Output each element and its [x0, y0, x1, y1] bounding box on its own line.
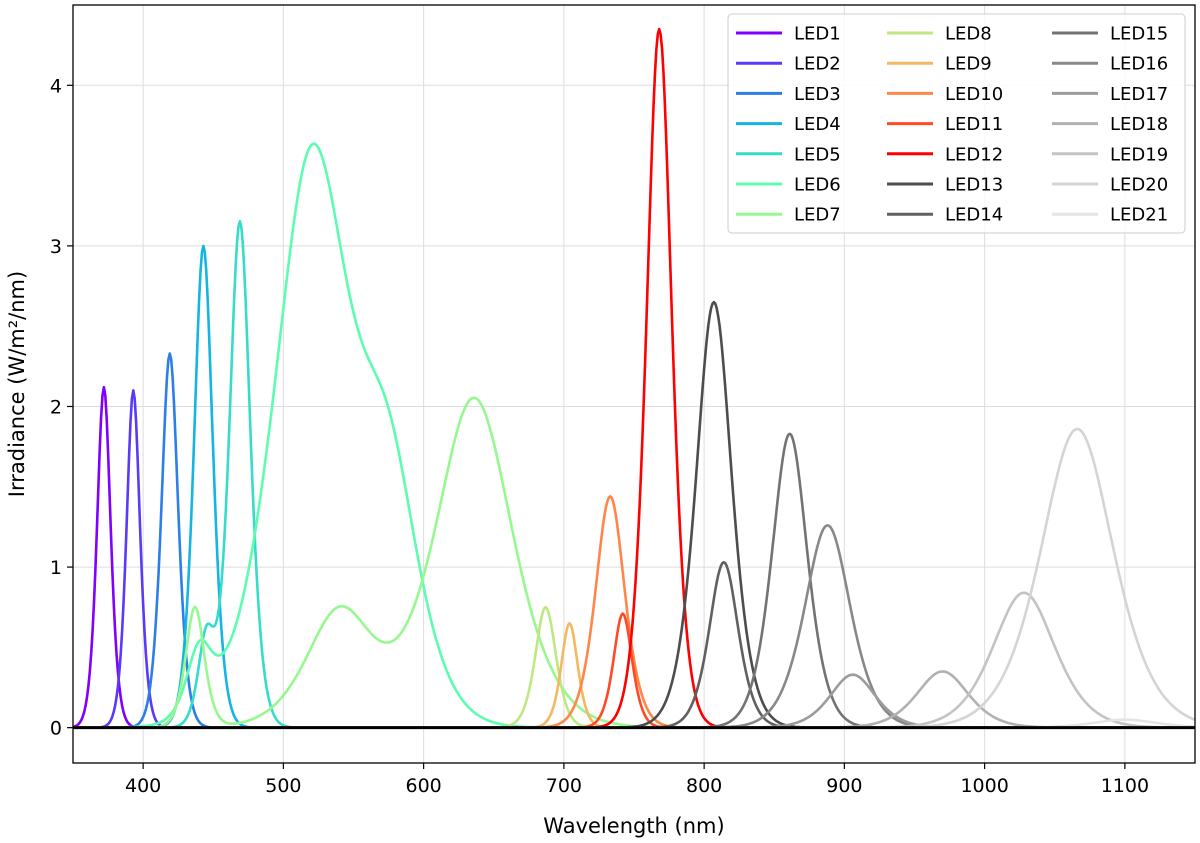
legend-entry: LED20	[1052, 175, 1168, 196]
legend-entry: LED21	[1052, 205, 1168, 226]
legend-entry: LED9	[887, 54, 992, 75]
legend-label: LED15	[1110, 24, 1168, 45]
legend-label: LED7	[794, 205, 841, 226]
legend-entry: LED7	[736, 205, 841, 226]
legend: LED1 LED2 LED3 LED4 LED5 LED6 LED7 LED8 LED9 LED1…	[727, 13, 1186, 234]
legend-label: LED1	[794, 24, 841, 45]
legend-entry: LED19	[1052, 144, 1168, 165]
y-axis-ticks: 0 1 2 3 4	[50, 75, 73, 740]
x-tick-label: 1000	[960, 775, 1008, 797]
plot-frame	[72, 4, 1196, 764]
series-line-led16	[73, 524, 1195, 729]
y-tick-label: 3	[50, 236, 62, 258]
legend-label: LED11	[945, 114, 1003, 135]
x-tick-label: 700	[546, 775, 582, 797]
x-tick-label: 500	[265, 775, 301, 797]
legend-entry: LED2	[736, 54, 841, 75]
x-tick-label: 1100	[1101, 775, 1149, 797]
legend-label: LED18	[1110, 114, 1168, 135]
x-axis-label: Wavelength (nm)	[543, 814, 724, 838]
x-tick-label: 400	[125, 775, 161, 797]
legend-label: LED8	[945, 24, 992, 45]
legend-label: LED20	[1110, 175, 1168, 196]
legend-entry: LED8	[887, 24, 992, 45]
series-line-led15	[73, 432, 1195, 729]
legend-label: LED17	[1110, 84, 1168, 105]
legend-label: LED2	[794, 54, 841, 75]
legend-label: LED6	[794, 175, 841, 196]
legend-label: LED5	[794, 144, 841, 165]
legend-label: LED16	[1110, 54, 1168, 75]
legend-entry: LED15	[1052, 24, 1168, 45]
legend-entry: LED10	[887, 84, 1003, 105]
y-tick-label: 2	[50, 396, 62, 418]
legend-label: LED21	[1110, 205, 1168, 226]
y-axis-label: Irradiance (W/m²/nm)	[5, 271, 29, 497]
x-tick-label: 600	[405, 775, 441, 797]
legend-entry: LED18	[1052, 114, 1168, 135]
legend-box	[727, 13, 1186, 234]
series-line-led11	[73, 612, 1195, 729]
legend-label: LED13	[945, 175, 1003, 196]
x-tick-label: 900	[826, 775, 862, 797]
series-line-led20	[73, 427, 1196, 729]
y-tick-label: 1	[50, 557, 62, 579]
legend-entry: LED4	[736, 114, 841, 135]
legend-label: LED19	[1110, 144, 1168, 165]
legend-entry: LED5	[736, 144, 841, 165]
x-tick-label: 800	[686, 775, 722, 797]
legend-entry: LED1	[736, 24, 841, 45]
legend-entry: LED14	[887, 205, 1003, 226]
legend-label: LED12	[945, 144, 1003, 165]
x-axis-ticks: 400 500 600 700 800 900 1000 1100	[125, 763, 1149, 797]
legend-label: LED3	[794, 84, 841, 105]
y-tick-label: 4	[50, 75, 62, 97]
legend-entry: LED13	[887, 175, 1003, 196]
series-line-led18	[73, 670, 1195, 729]
legend-label: LED9	[945, 54, 992, 75]
legend-label: LED14	[945, 205, 1003, 226]
legend-entry: LED16	[1052, 54, 1168, 75]
legend-entry: LED11	[887, 114, 1003, 135]
legend-entry: LED3	[736, 84, 841, 105]
legend-label: LED10	[945, 84, 1003, 105]
legend-entry: LED12	[887, 144, 1003, 165]
y-tick-label: 0	[50, 718, 62, 740]
legend-entry: LED17	[1052, 84, 1168, 105]
legend-entry: LED6	[736, 175, 841, 196]
series-line-led17	[73, 673, 1195, 729]
legend-label: LED4	[794, 114, 841, 135]
